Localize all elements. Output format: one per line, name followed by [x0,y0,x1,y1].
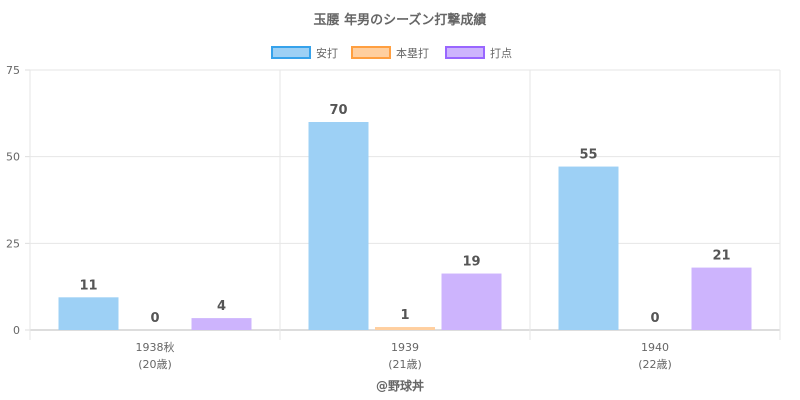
x-tick-sublabel: (21歳) [388,358,422,371]
y-tick-label: 0 [13,324,20,337]
legend-label: 安打 [316,46,338,60]
data-label: 11 [79,278,97,293]
y-tick-label: 25 [6,237,20,250]
legend-label: 本塁打 [396,46,429,60]
x-tick-label: 1939 [391,341,419,354]
bar [191,318,252,330]
data-label: 21 [712,249,730,264]
bar [691,267,752,330]
x-tick-sublabel: (20歳) [138,358,172,371]
x-tick-label: 1940 [641,341,669,354]
credit-label: @野球丼 [376,378,424,393]
data-label: 55 [579,148,597,163]
legend-swatch [445,46,485,59]
data-label: 0 [150,311,159,326]
y-tick-label: 75 [6,64,20,77]
x-tick-label: 1938秋 [136,340,175,354]
legend-label: 打点 [490,46,512,60]
x-tick-sublabel: (22歳) [638,358,672,371]
data-label: 19 [462,255,480,270]
bar [58,297,119,330]
y-tick-label: 50 [6,151,20,164]
data-label: 0 [650,311,659,326]
bar [375,327,435,330]
data-label: 1 [400,308,409,323]
bar [308,122,369,330]
data-label: 4 [217,299,226,314]
legend-swatch [271,46,311,59]
chart-title: 玉腰 年男のシーズン打撃成績 [314,12,487,28]
legend-swatch [351,46,391,59]
bar [441,273,502,330]
data-label: 70 [329,103,347,118]
bar [558,166,619,330]
